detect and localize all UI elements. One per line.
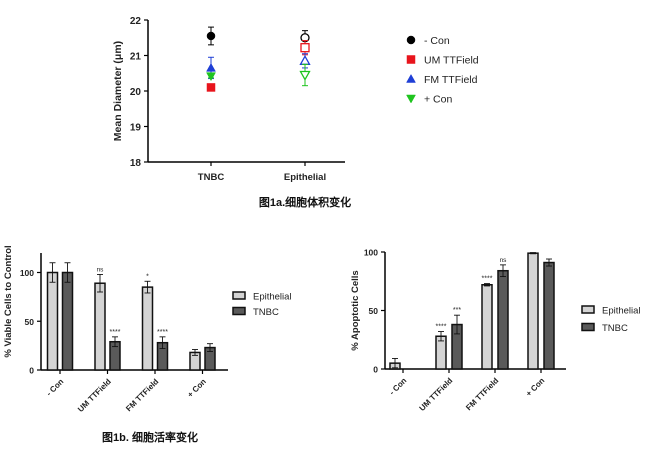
y-tick-label: 100 bbox=[364, 248, 378, 258]
legend-swatch bbox=[232, 306, 246, 316]
y-axis-label: % Apoptotic Cells bbox=[350, 270, 361, 350]
x-tick-label: TNBC bbox=[198, 172, 225, 183]
chart-1b: 0 50 100 % Viable Cells to Control - Con UM T… bbox=[3, 245, 292, 444]
legend-label: TNBC bbox=[602, 323, 628, 334]
bar bbox=[527, 252, 539, 370]
legend-label: TNBC bbox=[253, 307, 279, 318]
legend-label: Epithelial bbox=[253, 292, 292, 303]
significance-label: **** bbox=[436, 324, 447, 331]
y-tick-label: 50 bbox=[369, 306, 379, 316]
legend-label: FM TTField bbox=[424, 74, 478, 86]
significance-label: ns bbox=[97, 266, 105, 273]
significance-label: *** bbox=[453, 307, 461, 314]
x-tick-label: - Con bbox=[45, 377, 66, 398]
chart-1c: 0 50 100 % Apoptotic Cells - Con UM TTField **… bbox=[350, 248, 641, 413]
legend-marker bbox=[406, 55, 416, 64]
data-point bbox=[299, 54, 311, 65]
bar bbox=[497, 269, 509, 370]
bar bbox=[543, 261, 555, 370]
bar bbox=[94, 282, 106, 371]
x-tick-label: Epithelial bbox=[284, 172, 326, 183]
legend-marker bbox=[406, 73, 416, 83]
legend-swatch bbox=[232, 291, 246, 300]
data-point bbox=[300, 43, 310, 53]
y-tick-label: 21 bbox=[130, 52, 142, 63]
legend-label: + Con bbox=[424, 94, 452, 106]
legend-swatch bbox=[581, 305, 595, 314]
y-tick-label: 0 bbox=[373, 365, 378, 375]
y-tick-label: 0 bbox=[29, 366, 34, 376]
x-tick-label: - Con bbox=[388, 376, 409, 397]
caption: 图1b. 细胞活率变化 bbox=[102, 430, 198, 444]
legend-label: - Con bbox=[424, 35, 450, 47]
legend-swatch bbox=[581, 322, 595, 332]
legend-marker bbox=[406, 94, 416, 104]
data-point bbox=[206, 83, 216, 92]
y-tick-label: 19 bbox=[130, 123, 142, 134]
y-axis-label: % Viable Cells to Control bbox=[3, 245, 14, 357]
legend-marker bbox=[406, 35, 416, 45]
x-tick-label: UM TTField bbox=[76, 377, 113, 414]
data-point bbox=[299, 70, 311, 81]
x-tick-label: UM TTField bbox=[418, 376, 455, 413]
x-tick-label: + Con bbox=[186, 377, 208, 399]
y-tick-label: 50 bbox=[25, 317, 35, 327]
significance-label: ns bbox=[500, 257, 508, 264]
significance-label: **** bbox=[110, 329, 121, 336]
y-tick-label: 100 bbox=[20, 268, 34, 278]
data-point bbox=[206, 31, 216, 41]
bar bbox=[481, 284, 493, 370]
y-tick-label: 20 bbox=[130, 87, 142, 98]
x-tick-label: + Con bbox=[524, 376, 546, 398]
caption: 图1a.细胞体积变化 bbox=[259, 195, 351, 209]
y-tick-label: 22 bbox=[130, 16, 142, 27]
chart-1a: 18 19 20 21 22 TNBC Epithelial Mean Diameter (μ… bbox=[112, 16, 479, 209]
bar bbox=[141, 286, 154, 371]
legend-label: UM TTField bbox=[424, 55, 479, 67]
legend-label: Epithelial bbox=[602, 306, 641, 317]
bar bbox=[61, 271, 74, 371]
data-point bbox=[206, 62, 216, 72]
y-axis-label: Mean Diameter (μm) bbox=[112, 41, 124, 141]
significance-label: **** bbox=[157, 329, 168, 336]
y-tick-label: 18 bbox=[130, 158, 142, 169]
x-tick-label: FM TTField bbox=[464, 376, 500, 412]
significance-label: **** bbox=[482, 276, 493, 283]
bar bbox=[46, 271, 59, 371]
significance-label: * bbox=[146, 273, 149, 280]
data-point bbox=[206, 72, 216, 82]
x-tick-label: FM TTField bbox=[124, 377, 160, 413]
